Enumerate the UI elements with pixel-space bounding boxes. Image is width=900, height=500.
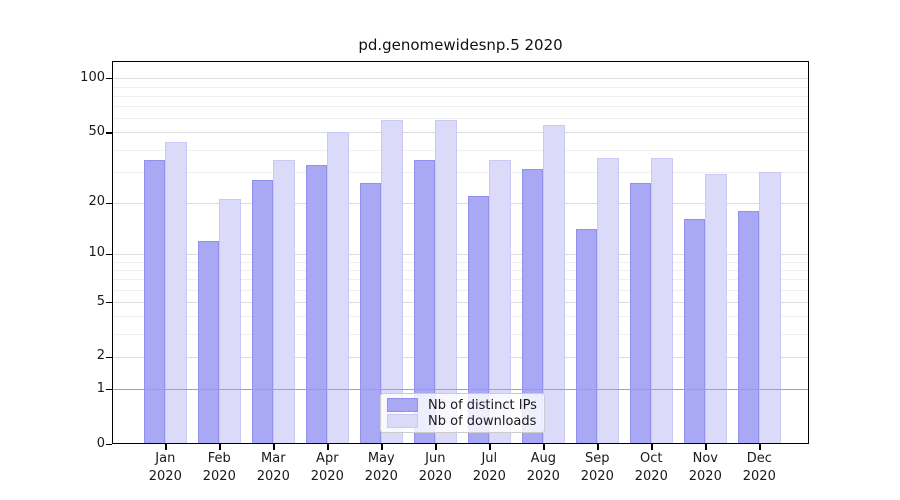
gridline-minor (113, 269, 808, 271)
legend-item-downloads: Nb of downloads (387, 413, 536, 429)
bar-distinct_ips-nov (683, 219, 706, 444)
gridline-minor (113, 95, 808, 97)
x-tick-mar (273, 444, 275, 450)
legend-label-distinct-ips: Nb of distinct IPs (428, 397, 537, 413)
gridline-minor (113, 118, 808, 120)
x-tick-label-apr: Apr 2020 (310, 451, 344, 484)
y-tick-2 (106, 356, 112, 359)
y-tick-label-1: 1 (96, 380, 105, 396)
gridline-minor (113, 334, 808, 336)
gridline-major (113, 202, 808, 204)
y-tick-10 (106, 253, 112, 256)
gridline-minor (113, 316, 808, 318)
bar-distinct_ips-dec (737, 210, 760, 444)
bar-distinct_ips-jul (467, 195, 490, 444)
x-tick-aug (543, 444, 545, 450)
bar-distinct_ips-aug (521, 169, 544, 444)
x-tick-label-dec: Dec 2020 (742, 451, 776, 484)
gridline-major (113, 132, 808, 134)
x-tick-nov (705, 444, 707, 450)
legend-swatch-downloads (387, 414, 418, 428)
x-tick-label-jun: Jun 2020 (418, 451, 452, 484)
x-tick-jul (489, 444, 491, 450)
gridline-major (113, 253, 808, 255)
bar-downloads-apr (327, 132, 349, 444)
y-tick-label-5: 5 (96, 293, 105, 309)
bar-downloads-may (381, 119, 403, 444)
bar-distinct_ips-jan (143, 160, 166, 444)
gridline-minor (113, 149, 808, 151)
x-tick-label-oct: Oct 2020 (634, 451, 668, 484)
bar-downloads-feb (219, 199, 241, 444)
bar-downloads-sep (597, 157, 619, 444)
y-tick-label-0: 0 (96, 435, 105, 451)
x-tick-dec (759, 444, 761, 450)
baseline-one-line (113, 389, 808, 391)
y-tick-1 (106, 389, 112, 391)
x-tick-label-aug: Aug 2020 (526, 451, 560, 484)
bar-distinct_ips-apr (305, 164, 328, 444)
x-tick-apr (327, 444, 329, 450)
bar-distinct_ips-may (359, 182, 382, 444)
legend-item-distinct-ips: Nb of distinct IPs (387, 397, 537, 413)
gridline-major (113, 302, 808, 303)
y-tick-label-2: 2 (96, 348, 105, 364)
legend-swatch-distinct-ips (387, 398, 418, 412)
x-tick-label-may: May 2020 (364, 451, 398, 484)
x-tick-label-mar: Mar 2020 (256, 451, 290, 484)
bar-downloads-oct (651, 157, 673, 444)
x-tick-jan (165, 444, 167, 450)
y-tick-20 (106, 202, 112, 204)
bar-downloads-aug (543, 125, 565, 444)
x-tick-label-jul: Jul 2020 (472, 451, 506, 484)
y-tick-100 (106, 78, 112, 80)
legend: Nb of distinct IPs Nb of downloads (380, 393, 545, 433)
bar-downloads-jul (489, 160, 511, 444)
gridline-minor (113, 261, 808, 263)
y-tick-0 (106, 444, 112, 446)
bar-downloads-dec (759, 171, 781, 444)
chart-title: pd.genomewidesnp.5 2020 (358, 36, 563, 54)
bar-distinct_ips-sep (575, 229, 598, 444)
y-tick-label-100: 100 (80, 69, 105, 85)
bar-downloads-jun (435, 119, 457, 444)
y-tick-50 (106, 132, 112, 134)
x-tick-label-jan: Jan 2020 (148, 451, 182, 484)
x-tick-may (381, 444, 383, 450)
gridline-major (113, 78, 808, 80)
bar-distinct_ips-oct (629, 182, 652, 444)
bar-distinct_ips-feb (197, 240, 220, 444)
x-tick-label-sep: Sep 2020 (580, 451, 614, 484)
x-tick-label-feb: Feb 2020 (202, 451, 236, 484)
bar-distinct_ips-jun (413, 160, 436, 444)
x-tick-label-nov: Nov 2020 (688, 451, 722, 484)
x-tick-sep (597, 444, 599, 450)
bar-downloads-mar (273, 160, 295, 444)
gridline-minor (113, 289, 808, 291)
gridline-minor (113, 171, 808, 173)
y-tick-label-10: 10 (88, 245, 105, 261)
gridline-minor (113, 106, 808, 108)
gridline-minor (113, 279, 808, 281)
y-tick-label-20: 20 (88, 194, 105, 210)
x-tick-feb (219, 444, 221, 450)
bar-distinct_ips-mar (251, 179, 274, 444)
bar-downloads-nov (705, 174, 727, 444)
bar-downloads-jan (165, 142, 187, 444)
y-tick-label-50: 50 (88, 123, 105, 139)
x-tick-oct (651, 444, 653, 450)
gridline-major (113, 356, 808, 358)
x-tick-jun (435, 444, 437, 450)
gridline-minor (113, 86, 808, 88)
y-tick-5 (106, 302, 112, 304)
legend-label-downloads: Nb of downloads (428, 413, 537, 429)
